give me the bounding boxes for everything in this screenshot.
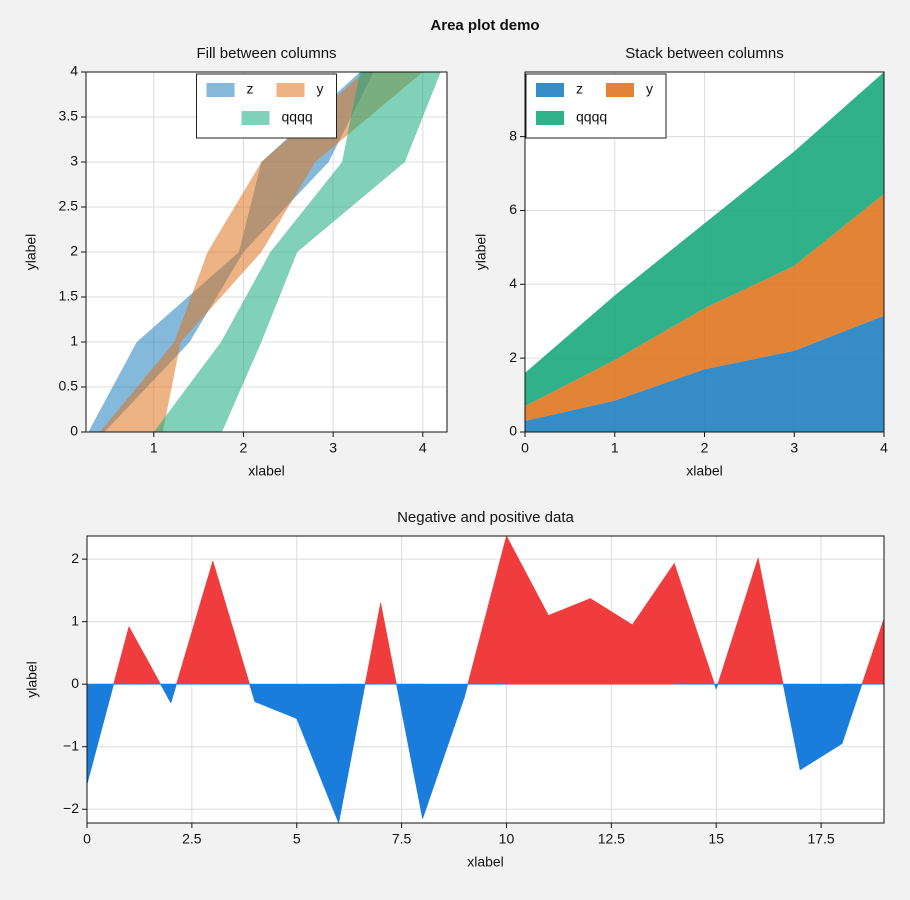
- x-tick-label: 0: [83, 831, 91, 847]
- x-tick-label: 0: [521, 440, 529, 456]
- y-tick-label: 2: [70, 243, 78, 259]
- x-axis-label: xlabel: [686, 463, 723, 479]
- y-tick-label: 3: [70, 153, 78, 169]
- legend-swatch: [241, 111, 270, 125]
- legend: z y qqqq: [525, 73, 667, 139]
- legend-label: z: [576, 81, 583, 97]
- legend-label: y: [646, 81, 653, 97]
- axes-frame: [524, 71, 885, 433]
- y-axis-label: ylabel: [24, 661, 40, 698]
- y-tick-label: 0: [509, 423, 517, 439]
- x-tick-label: 7.5: [392, 831, 412, 847]
- y-axis-label: ylabel: [473, 234, 489, 271]
- y-tick-label: 4: [509, 275, 517, 291]
- negative-area: [338, 683, 381, 823]
- legend-label: qqqq: [576, 109, 607, 125]
- plot-area: [87, 536, 884, 823]
- legend-label: z: [247, 81, 254, 97]
- y-tick-label: 3.5: [59, 108, 79, 124]
- x-axis-label: xlabel: [467, 854, 504, 870]
- figure-title: Area plot demo: [430, 17, 539, 34]
- y-tick-label: 0: [71, 675, 79, 691]
- x-tick-label: 5: [293, 831, 301, 847]
- y-tick-label: 4: [70, 63, 78, 79]
- x-tick-label: 2.5: [182, 831, 202, 847]
- x-tick-label: 1: [150, 440, 158, 456]
- legend-label: y: [317, 81, 324, 97]
- x-tick-label: 4: [880, 440, 888, 456]
- area: [99, 72, 423, 432]
- legend-swatch: [536, 83, 564, 97]
- x-tick-label: 2: [701, 440, 709, 456]
- y-tick-label: 8: [509, 127, 517, 143]
- y-tick-label: 6: [509, 201, 517, 217]
- x-tick-label: 10: [499, 831, 515, 847]
- negative-area: [841, 683, 884, 744]
- x-tick-label: 4: [419, 440, 427, 456]
- plot-area: [86, 72, 447, 432]
- y-tick-label: 1: [70, 333, 78, 349]
- y-tick-label: −1: [63, 737, 79, 753]
- legend-label: qqqq: [282, 109, 313, 125]
- area: [153, 72, 441, 432]
- y-tick-label: 2: [509, 349, 517, 365]
- y-tick-label: 0.5: [59, 378, 79, 394]
- axes-title: Fill between columns: [196, 45, 336, 62]
- x-tick-label: 12.5: [598, 831, 625, 847]
- x-tick-label: 15: [708, 831, 724, 847]
- y-tick-label: 2.5: [59, 198, 79, 214]
- y-tick-label: 2: [71, 550, 79, 566]
- axes-frame: [85, 71, 448, 433]
- y-tick-label: 0: [70, 423, 78, 439]
- y-tick-label: −2: [63, 800, 79, 816]
- y-axis-label: ylabel: [23, 234, 39, 271]
- axes-title: Negative and positive data: [397, 509, 574, 526]
- x-tick-label: 3: [790, 440, 798, 456]
- x-axis-label: xlabel: [248, 463, 285, 479]
- y-tick-label: 1: [71, 612, 79, 628]
- negative-area: [170, 683, 213, 704]
- legend-swatch: [206, 83, 235, 97]
- x-tick-label: 1: [611, 440, 619, 456]
- legend-swatch: [536, 111, 564, 125]
- legend-swatch: [606, 83, 634, 97]
- negative-area: [715, 683, 759, 690]
- stacked-area: [525, 193, 884, 421]
- x-tick-label: 3: [329, 440, 337, 456]
- legend-swatch: [276, 83, 305, 97]
- negative-area: [464, 683, 507, 697]
- x-tick-label: 17.5: [807, 831, 834, 847]
- negative-area: [87, 683, 129, 785]
- axes-title: Stack between columns: [625, 45, 783, 62]
- stacked-area: [525, 315, 884, 432]
- stacked-area: [525, 72, 884, 407]
- axes-frame: [86, 535, 885, 824]
- x-tick-label: 2: [240, 440, 248, 456]
- negative-area: [296, 683, 339, 823]
- y-tick-label: 1.5: [59, 288, 79, 304]
